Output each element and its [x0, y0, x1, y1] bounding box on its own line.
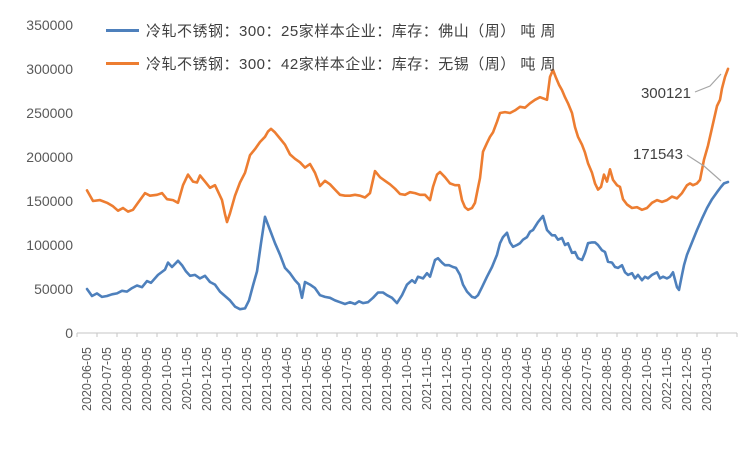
x-tick-label: 2020-12-05: [200, 347, 214, 411]
y-tick-label: 150000: [26, 193, 73, 209]
annotation-value-label: 171543: [633, 146, 683, 163]
x-tick-label: 2021-05-05: [300, 347, 314, 411]
x-tick-label: 2021-01-05: [220, 347, 234, 411]
x-tick-label: 2022-08-05: [600, 347, 614, 411]
y-tick-label: 100000: [26, 237, 73, 253]
x-tick-label: 2022-07-05: [580, 347, 594, 411]
x-tick-label: 2021-10-05: [400, 347, 414, 411]
x-tick-label: 2021-03-05: [260, 347, 274, 411]
chart-legend: 冷轧不锈钢：300：25家样本企业：库存：佛山（周） 吨 周 冷轧不锈钢：300…: [106, 20, 556, 86]
x-tick-label: 2021-12-05: [440, 347, 454, 411]
x-tick-label: 2023-01-05: [700, 347, 714, 411]
y-tick-label: 200000: [26, 149, 73, 165]
annotation-leader-line: [686, 154, 722, 182]
x-tick-label: 2021-09-05: [380, 347, 394, 411]
x-tick-label: 2020-10-05: [160, 347, 174, 411]
x-tick-label: 2022-02-05: [480, 347, 494, 411]
legend-item-wuxi: 冷轧不锈钢：300：42家样本企业：库存：无锡（周） 吨 周: [106, 53, 556, 73]
x-tick-label: 2020-11-05: [180, 347, 194, 410]
x-tick-label: 2021-06-05: [320, 347, 334, 411]
x-tick-label: 2021-02-05: [240, 347, 254, 411]
x-tick-label: 2020-08-05: [120, 347, 134, 411]
x-tick-label: 2020-07-05: [100, 347, 114, 411]
y-tick-label: 0: [65, 325, 73, 341]
annotation-value-label: 300121: [641, 85, 691, 102]
x-tick-label: 2022-04-05: [520, 347, 534, 411]
x-tick-label: 2022-12-05: [680, 347, 694, 411]
y-tick-label: 250000: [26, 105, 73, 121]
x-tick-label: 2022-11-05: [660, 347, 674, 410]
annotation-leader-line: [694, 73, 722, 93]
x-tick-label: 2021-08-05: [360, 347, 374, 411]
y-tick-label: 350000: [26, 17, 73, 33]
x-tick-label: 2022-03-05: [500, 347, 514, 411]
series-line-wuxi: [85, 67, 730, 224]
x-tick-label: 2022-05-05: [540, 347, 554, 411]
x-tick-label: 2021-11-05: [420, 347, 434, 410]
x-tick-label: 2020-09-05: [140, 347, 154, 411]
legend-line-swatch-blue: [106, 28, 139, 32]
y-tick-label: 300000: [26, 61, 73, 77]
x-tick-label: 2022-09-05: [620, 347, 634, 411]
legend-label-wuxi: 冷轧不锈钢：300：42家样本企业：库存：无锡（周） 吨 周: [146, 55, 557, 73]
x-tick-label: 2020-06-05: [80, 347, 94, 411]
x-tick-label: 2022-10-05: [640, 347, 654, 411]
legend-label-foshan: 冷轧不锈钢：300：25家样本企业：库存：佛山（周） 吨 周: [146, 22, 557, 40]
legend-item-foshan: 冷轧不锈钢：300：25家样本企业：库存：佛山（周） 吨 周: [106, 20, 556, 40]
x-tick-label: 2022-01-05: [460, 347, 474, 411]
y-tick-label: 50000: [34, 281, 73, 297]
x-tick-label: 2022-06-05: [560, 347, 574, 411]
legend-line-swatch-orange: [106, 61, 139, 65]
x-tick-label: 2021-04-05: [280, 347, 294, 411]
series-line-foshan: [85, 180, 730, 311]
x-tick-label: 2021-07-05: [340, 347, 354, 411]
